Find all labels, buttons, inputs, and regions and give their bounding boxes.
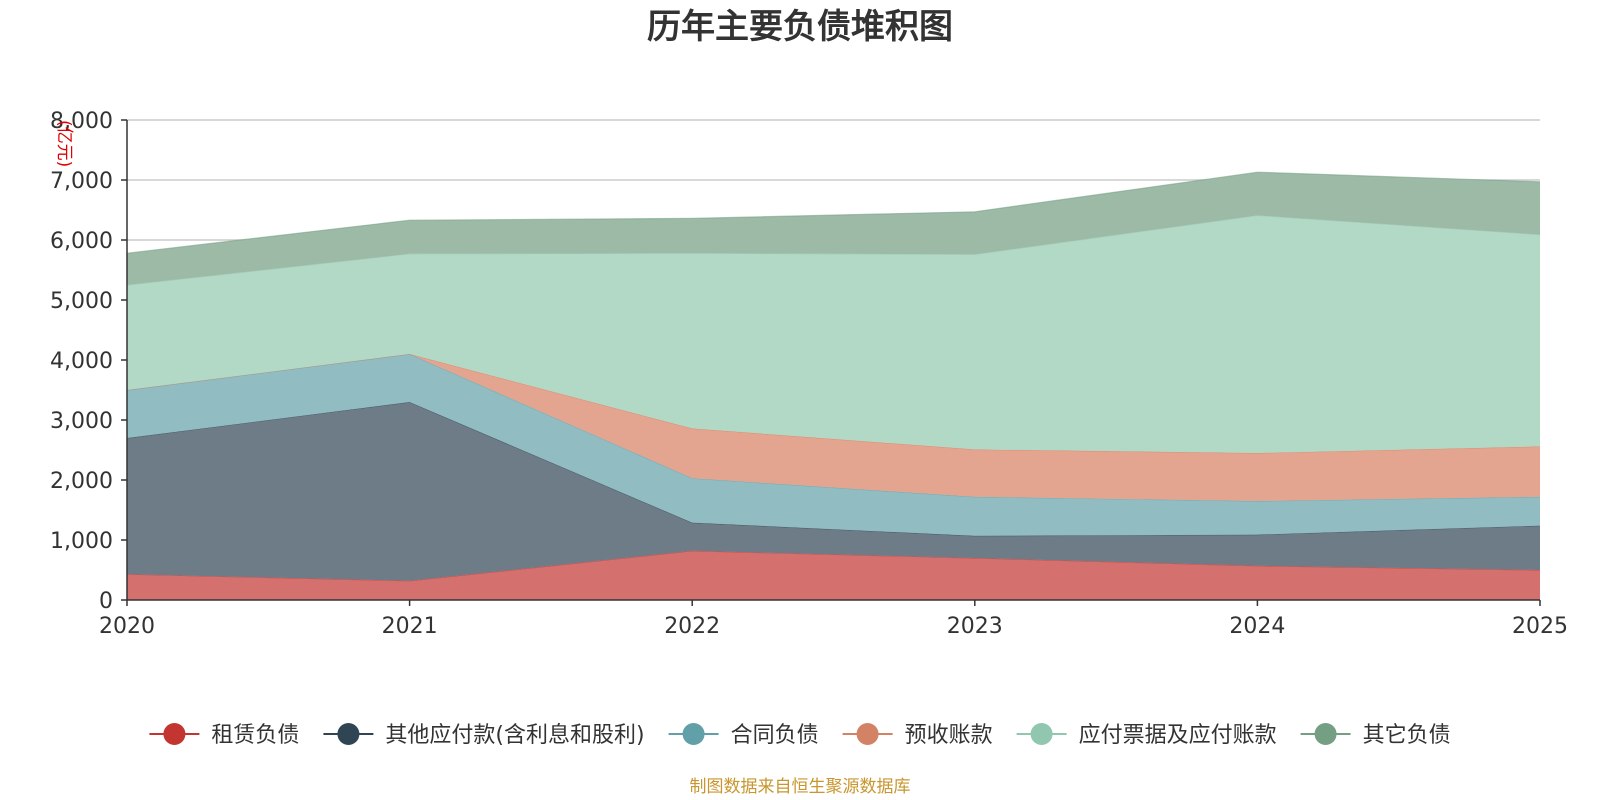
axes: 0 1,000 2,000 3,000 4,000 5,000 6,000 7,000 8,00…: [50, 109, 1568, 639]
area-series-2: [127, 354, 1540, 536]
legend: 租赁负债 其他应付款(含利息和股利) 合同负债 预收账款 应付票据及应付账款 其它负债: [149, 723, 1451, 748]
legend-label: 应付票据及应付账款: [1079, 723, 1277, 748]
x-tick-label: 2022: [664, 614, 720, 639]
legend-item-2[interactable]: 合同负债: [668, 723, 819, 748]
legend-label: 其他应付款(含利息和股利): [385, 723, 644, 748]
x-tick-label: 2023: [947, 614, 1003, 639]
y-tick-label: 8,000: [50, 109, 113, 134]
legend-marker: [856, 723, 879, 745]
legend-marker: [1314, 723, 1337, 745]
y-tick-label: 2,000: [50, 469, 113, 494]
y-tick-label: 7,000: [50, 169, 113, 194]
legend-item-5[interactable]: 其它负债: [1300, 723, 1451, 748]
legend-label: 其它负债: [1363, 723, 1451, 748]
legend-item-0[interactable]: 租赁负债: [149, 723, 299, 748]
legend-item-3[interactable]: 预收账款: [842, 723, 993, 748]
stacked-areas: [126, 171, 1541, 600]
legend-item-1[interactable]: 其他应付款(含利息和股利): [323, 723, 645, 748]
y-axis-unit-label: (亿元): [54, 120, 74, 167]
legend-marker: [1030, 723, 1053, 745]
x-tick-label: 2021: [382, 614, 438, 639]
x-tick-label: 2020: [99, 614, 155, 639]
legend-marker: [337, 723, 360, 745]
y-tick-label: 5,000: [50, 289, 113, 314]
area-series-4: [127, 215, 1540, 453]
x-tick-label: 2024: [1229, 614, 1285, 639]
legend-item-4[interactable]: 应付票据及应付账款: [1016, 723, 1277, 748]
y-tick-label: 1,000: [50, 529, 113, 554]
area-edge-series-0: [126, 550, 1541, 582]
area-series-1: [127, 402, 1540, 581]
area-series-3: [127, 354, 1540, 501]
legend-label: 合同负债: [731, 723, 819, 748]
y-tick-label: 0: [99, 589, 113, 614]
data-source-note: 制图数据来自恒生聚源数据库: [690, 777, 911, 797]
area-series-0: [127, 550, 1540, 600]
legend-marker: [682, 723, 705, 745]
legend-label: 预收账款: [905, 723, 993, 748]
y-tick-label: 4,000: [50, 349, 113, 374]
area-edge-series-5: [126, 171, 1541, 254]
legend-marker: [163, 723, 186, 745]
x-tick-label: 2025: [1512, 614, 1568, 639]
legend-label: 租赁负债: [211, 723, 299, 748]
y-tick-label: 3,000: [50, 409, 113, 434]
chart-title: 历年主要负债堆积图: [647, 7, 953, 47]
y-tick-label: 6,000: [50, 229, 113, 254]
area-series-5: [127, 172, 1540, 285]
